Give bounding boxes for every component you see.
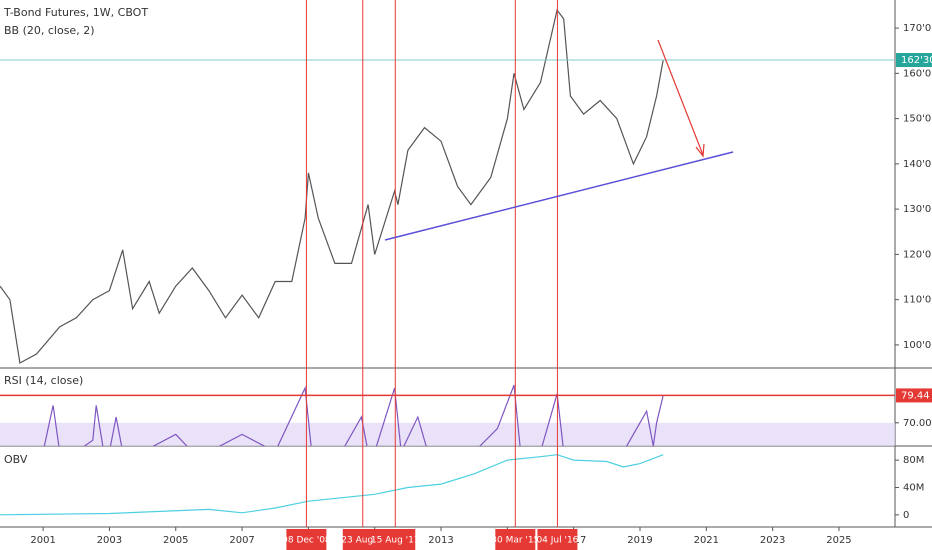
x-tick-label: 2023 (760, 535, 785, 546)
event-box (375, 529, 416, 550)
arrow-line (657, 39, 704, 156)
x-tick-label: 2003 (97, 535, 122, 546)
event-label: 08 Dec '08 (282, 536, 331, 546)
series-line (43, 384, 664, 446)
y-tick-label: 80M (903, 455, 924, 466)
x-tick-label: 2021 (694, 535, 719, 546)
current-value-box (896, 53, 932, 68)
x-tick-label: 2019 (627, 535, 652, 546)
y-tick-label: 110'00 (903, 295, 932, 306)
y-tick-label: 130'00 (903, 204, 932, 215)
y-tick-label: 160'00 (903, 68, 932, 79)
y-tick-label: 170'00 (903, 23, 932, 34)
bb-legend: BB (20, close, 2) (4, 24, 95, 37)
event-label: 15 Aug '11 (371, 536, 420, 546)
event-label: 04 Jul '16 (536, 536, 578, 546)
rsi-legend: RSI (14, close) (4, 374, 83, 387)
event-box (537, 529, 578, 550)
y-tick-label: 40M (903, 482, 924, 493)
event-label: 30 Mar '15 (491, 536, 539, 546)
y-tick-label: 100'00 (903, 340, 932, 351)
event-box (342, 529, 383, 550)
series-line (0, 454, 664, 516)
obv-legend: OBV (4, 453, 28, 466)
rsi-band (0, 422, 895, 446)
symbol-title: T-Bond Futures, 1W, CBOT (3, 6, 148, 19)
x-tick-label: 2005 (163, 535, 188, 546)
y-tick-label: 150'00 (903, 114, 932, 125)
trend-line (384, 151, 734, 241)
x-tick-label: 2025 (826, 535, 851, 546)
series-line (0, 8, 664, 364)
y-tick-label: 120'00 (903, 249, 932, 260)
current-value-label: 79.44 (901, 390, 930, 401)
x-tick-label: 2013 (428, 535, 453, 546)
current-value-label: 162'30 (901, 55, 932, 66)
event-box (286, 529, 327, 550)
event-box (495, 529, 536, 550)
arrow-head (695, 143, 705, 158)
x-tick-label: 2007 (229, 535, 254, 546)
y-tick-label: 140'00 (903, 159, 932, 170)
current-value-box (896, 388, 932, 403)
x-tick-label: 2001 (30, 535, 55, 546)
y-tick-label: 70.00 (903, 418, 932, 429)
event-label: 23 Aug '1 (341, 536, 384, 546)
y-tick-label: 0 (903, 510, 909, 521)
